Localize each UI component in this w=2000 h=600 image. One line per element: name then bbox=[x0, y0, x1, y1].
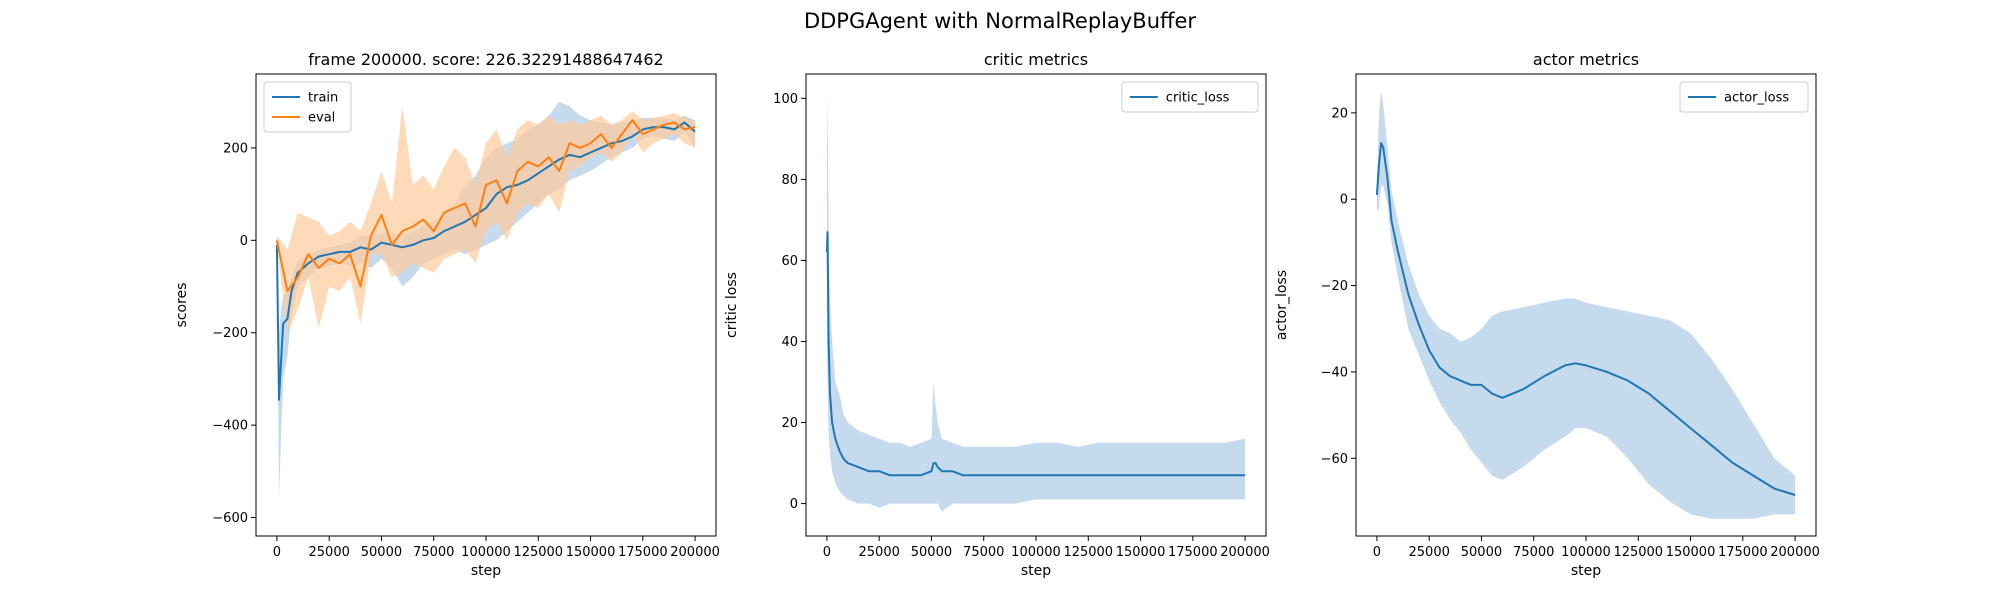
critic-y-tick-label: 20 bbox=[781, 416, 798, 431]
legend-train-label: train bbox=[308, 91, 338, 106]
critic-y-axis-label: critic loss bbox=[724, 272, 740, 338]
critic-line-layer bbox=[825, 231, 1246, 477]
actor-legend: actor_loss bbox=[1679, 81, 1809, 113]
scores-y-tick-label: −600 bbox=[212, 511, 248, 526]
scores-x-tick-label: 100000 bbox=[461, 545, 511, 560]
scores-legend-box bbox=[263, 81, 352, 133]
actor-y-axis-label: actor_loss bbox=[1274, 270, 1290, 340]
scores-x-tick-label: 125000 bbox=[513, 545, 563, 560]
critic-x-tick-label: 150000 bbox=[1116, 545, 1166, 560]
critic-x-tick-label: 100000 bbox=[1011, 545, 1061, 560]
actor-y-tick-label: −60 bbox=[1321, 452, 1348, 467]
critic-x-axis-label: step bbox=[1021, 563, 1051, 579]
actor-panel-title: actor metrics bbox=[1533, 50, 1639, 69]
actor-x-tick-label: 100000 bbox=[1561, 545, 1611, 560]
actor-loss-confidence-band bbox=[1376, 91, 1796, 519]
actor-x-tick-label: 25000 bbox=[1409, 545, 1450, 560]
critic-x-tick-label: 175000 bbox=[1168, 545, 1218, 560]
actor-line-layer bbox=[1375, 142, 1796, 496]
scores-legend: train eval bbox=[263, 81, 352, 133]
critic-x-tick-label: 0 bbox=[823, 545, 831, 560]
critic-x-tick-label: 75000 bbox=[963, 545, 1004, 560]
critic-x-tick-label: 125000 bbox=[1063, 545, 1113, 560]
actor-legend-box bbox=[1679, 81, 1809, 113]
eval-confidence-band bbox=[276, 106, 696, 333]
scores-x-tick-label: 175000 bbox=[618, 545, 668, 560]
scores-x-ticks: 0 25000 50000 75000 100000 125000 150000 175000… bbox=[273, 536, 720, 560]
actor-x-ticks: 0 25000 50000 75000 100000 125000 150000 175000… bbox=[1373, 536, 1820, 560]
actor-x-tick-label: 200000 bbox=[1770, 545, 1820, 560]
critic-panel: 0 25000 50000 75000 100000 125000 150000 175000… bbox=[724, 50, 1270, 579]
actor-x-tick-label: 125000 bbox=[1613, 545, 1663, 560]
actor-y-tick-label: −40 bbox=[1321, 365, 1348, 380]
critic-y-tick-label: 0 bbox=[790, 497, 798, 512]
scores-x-axis-label: step bbox=[471, 563, 501, 579]
scores-x-tick-label: 150000 bbox=[566, 545, 616, 560]
scores-y-tick-label: −200 bbox=[212, 326, 248, 341]
scores-x-tick-label: 0 bbox=[273, 545, 281, 560]
actor-x-tick-label: 175000 bbox=[1718, 545, 1768, 560]
train-series-line bbox=[275, 121, 696, 401]
critic-x-tick-label: 50000 bbox=[911, 545, 952, 560]
actor-panel: 0 25000 50000 75000 100000 125000 150000 175000… bbox=[1274, 50, 1820, 579]
actor-x-tick-label: 50000 bbox=[1461, 545, 1502, 560]
scores-panel-title: frame 200000. score: 226.32291488647462 bbox=[308, 50, 663, 69]
actor-band-layer bbox=[1376, 91, 1796, 519]
scores-x-tick-label: 200000 bbox=[670, 545, 720, 560]
scores-line-layer bbox=[275, 119, 696, 401]
scores-y-tick-label: −400 bbox=[212, 419, 248, 434]
actor-x-axis-label: step bbox=[1571, 563, 1601, 579]
actor-x-tick-label: 0 bbox=[1373, 545, 1381, 560]
critic-x-tick-label: 200000 bbox=[1220, 545, 1270, 560]
actor-y-tick-label: 0 bbox=[1340, 193, 1348, 208]
scores-x-tick-label: 25000 bbox=[309, 545, 350, 560]
scores-y-axis-label: scores bbox=[174, 283, 190, 328]
critic-y-tick-label: 80 bbox=[781, 173, 798, 188]
actor-y-ticks: −60 −40 −20 0 20 bbox=[1321, 106, 1356, 467]
scores-x-tick-label: 50000 bbox=[361, 545, 402, 560]
critic-x-ticks: 0 25000 50000 75000 100000 125000 150000 175000… bbox=[823, 536, 1270, 560]
figure-title: DDPGAgent with NormalReplayBuffer bbox=[804, 9, 1196, 33]
critic-legend: critic_loss bbox=[1121, 81, 1259, 113]
critic-y-tick-label: 100 bbox=[773, 92, 798, 107]
legend-actor-loss-label: actor_loss bbox=[1724, 91, 1789, 106]
legend-eval-label: eval bbox=[308, 111, 335, 126]
critic-x-tick-label: 25000 bbox=[859, 545, 900, 560]
scores-x-tick-label: 75000 bbox=[413, 545, 454, 560]
critic-legend-box bbox=[1121, 81, 1259, 113]
critic-band-layer bbox=[826, 94, 1246, 512]
scores-panel: 0 25000 50000 75000 100000 125000 150000 175000… bbox=[174, 50, 720, 579]
actor-loss-series-line bbox=[1375, 142, 1796, 496]
critic-y-tick-label: 60 bbox=[781, 254, 798, 269]
scores-band-layer bbox=[276, 101, 696, 499]
actor-y-tick-label: −20 bbox=[1321, 279, 1348, 294]
critic-y-tick-label: 40 bbox=[781, 335, 798, 350]
scores-y-ticks: −600 −400 −200 0 200 bbox=[212, 141, 256, 526]
actor-y-tick-label: 20 bbox=[1331, 106, 1348, 121]
eval-series-line bbox=[275, 119, 696, 293]
critic-loss-series-line bbox=[825, 231, 1246, 477]
critic-panel-title: critic metrics bbox=[984, 50, 1088, 69]
scores-y-tick-label: 200 bbox=[223, 141, 248, 156]
scores-y-tick-label: 0 bbox=[240, 234, 248, 249]
legend-critic-loss-label: critic_loss bbox=[1166, 91, 1230, 106]
actor-x-tick-label: 75000 bbox=[1513, 545, 1554, 560]
actor-x-tick-label: 150000 bbox=[1666, 545, 1716, 560]
critic-loss-confidence-band bbox=[826, 94, 1246, 512]
critic-y-ticks: 0 20 40 60 80 100 bbox=[773, 92, 806, 512]
